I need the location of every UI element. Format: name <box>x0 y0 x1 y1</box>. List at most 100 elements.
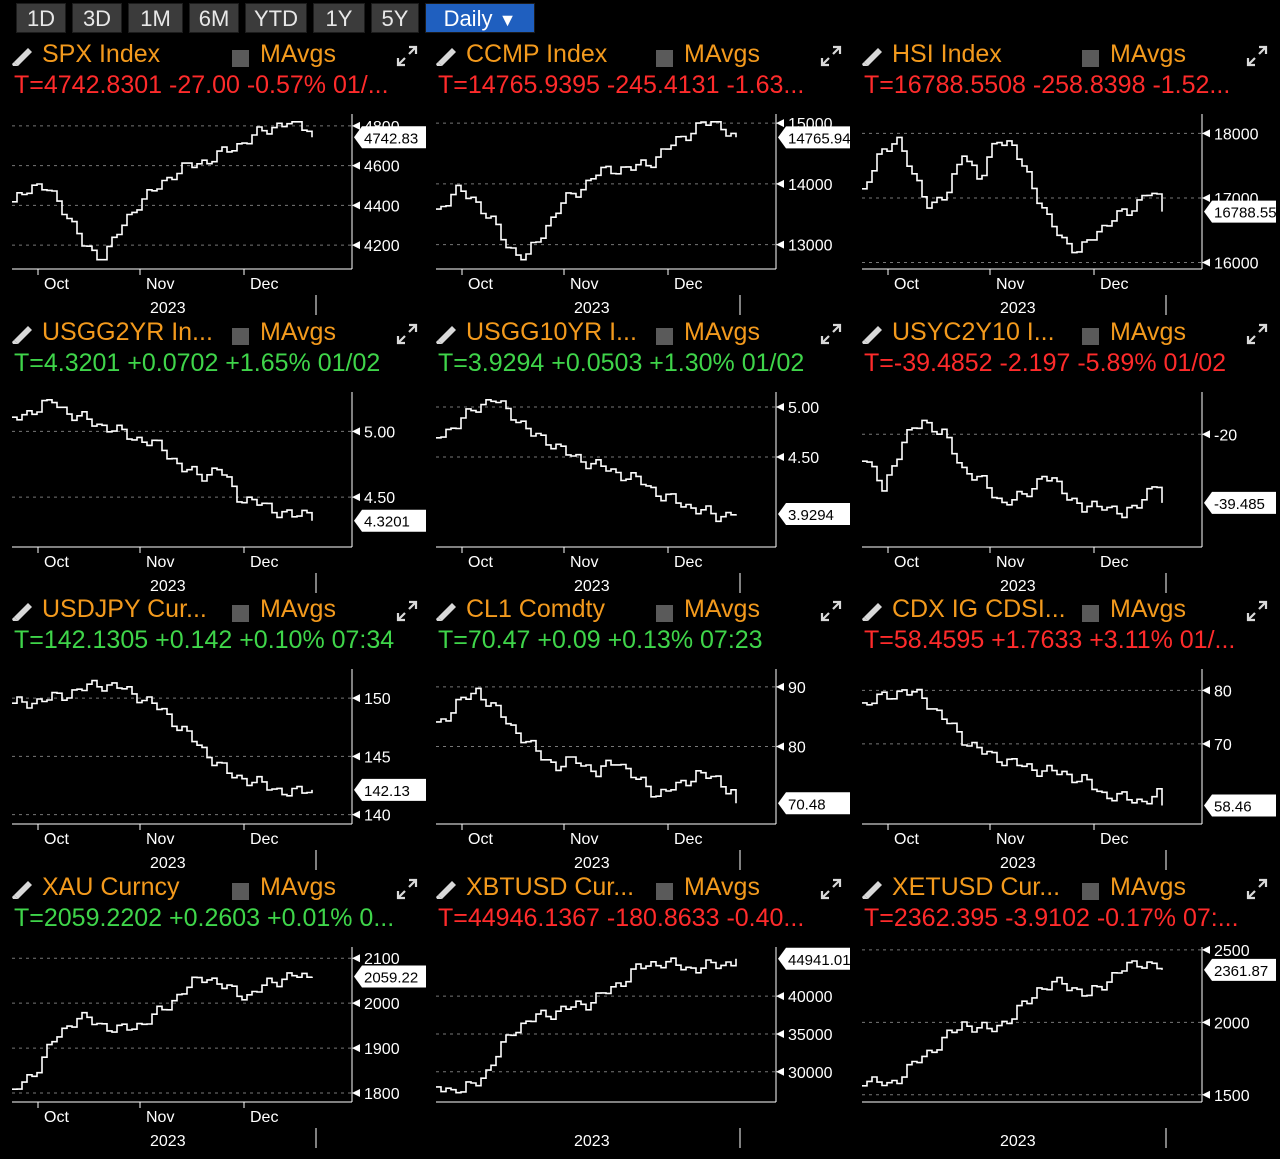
price-chart[interactable]: 40000 35000 30000 44941.01 2023 <box>424 939 850 1149</box>
security-title[interactable]: XAU Curncy <box>42 873 180 901</box>
y-tick-marker <box>1202 1018 1210 1027</box>
pencil-icon[interactable] <box>860 877 886 899</box>
mavgs-label[interactable]: MAvgs <box>684 873 760 901</box>
mavgs-checkbox[interactable] <box>656 883 673 900</box>
period-button-ytd[interactable]: YTD <box>245 3 307 33</box>
y-tick-marker <box>1202 945 1210 954</box>
mavgs-label[interactable]: MAvgs <box>260 40 336 68</box>
last-value-label: 58.46 <box>1214 799 1252 816</box>
price-chart[interactable]: -20 -39.485 Oct Nov Dec 2023 <box>850 384 1276 594</box>
expand-icon[interactable] <box>395 322 419 346</box>
mavgs-label[interactable]: MAvgs <box>260 595 336 623</box>
mavgs-checkbox[interactable] <box>1082 605 1099 622</box>
mavgs-label[interactable]: MAvgs <box>684 40 760 68</box>
security-title[interactable]: CL1 Comdty <box>466 595 605 623</box>
price-series <box>862 419 1163 519</box>
mavgs-checkbox[interactable] <box>1082 328 1099 345</box>
price-chart[interactable]: 2500 2000 1500 2361.87 2023 <box>850 939 1276 1149</box>
mavgs-checkbox[interactable] <box>656 605 673 622</box>
price-chart[interactable]: 5.00 4.50 4.3201 Oct Nov Dec 2023 <box>0 384 426 594</box>
expand-icon[interactable] <box>819 44 843 68</box>
security-title[interactable]: CCMP Index <box>466 40 608 68</box>
mavgs-label[interactable]: MAvgs <box>260 873 336 901</box>
y-tick-marker <box>1202 739 1210 748</box>
pencil-icon[interactable] <box>434 44 460 66</box>
pencil-icon[interactable] <box>10 599 36 621</box>
mavgs-checkbox[interactable] <box>1082 883 1099 900</box>
pencil-icon[interactable] <box>10 44 36 66</box>
year-label: 2023 <box>574 1133 610 1149</box>
security-title[interactable]: SPX Index <box>42 40 161 68</box>
pencil-icon[interactable] <box>10 877 36 899</box>
y-tick-marker <box>352 241 360 250</box>
pencil-icon[interactable] <box>434 599 460 621</box>
security-title[interactable]: USGG10YR I... <box>466 318 637 346</box>
mavgs-label[interactable]: MAvgs <box>1110 40 1186 68</box>
x-tick-label: Oct <box>44 1109 69 1126</box>
x-tick-label: Nov <box>996 276 1024 293</box>
mavgs-checkbox[interactable] <box>656 50 673 67</box>
mavgs-label[interactable]: MAvgs <box>684 595 760 623</box>
y-tick-label: 70 <box>1214 737 1232 754</box>
y-tick-marker <box>1202 193 1210 202</box>
last-value-label: 3.9294 <box>788 507 834 524</box>
pencil-icon[interactable] <box>860 44 886 66</box>
mavgs-checkbox[interactable] <box>232 328 249 345</box>
year-label: 2023 <box>1000 855 1036 871</box>
security-title[interactable]: USDJPY Cur... <box>42 595 207 623</box>
security-title[interactable]: CDX IG CDSI... <box>892 595 1066 623</box>
price-chart[interactable]: 90 80 70.48 Oct Nov Dec 2023 <box>424 661 850 871</box>
mavgs-label[interactable]: MAvgs <box>1110 318 1186 346</box>
mavgs-label[interactable]: MAvgs <box>260 318 336 346</box>
pencil-icon[interactable] <box>434 322 460 344</box>
year-label: 2023 <box>1000 1133 1036 1149</box>
security-title[interactable]: USGG2YR In... <box>42 318 213 346</box>
price-chart[interactable]: 80 70 58.46 Oct Nov Dec 2023 <box>850 661 1276 871</box>
y-tick-label: 5.00 <box>364 424 395 441</box>
period-dropdown-daily[interactable]: Daily ▼ <box>425 3 535 33</box>
mavgs-label[interactable]: MAvgs <box>684 318 760 346</box>
mavgs-checkbox[interactable] <box>232 883 249 900</box>
price-chart[interactable]: 2100 2000 1900 1800 2059.22 Oct Nov Dec 2023 <box>0 939 426 1149</box>
period-button-6m[interactable]: 6M <box>189 3 239 33</box>
expand-icon[interactable] <box>1245 877 1269 901</box>
quote-line: T=2362.395 -3.9102 -0.17% 07:... <box>864 904 1239 932</box>
pencil-icon[interactable] <box>434 877 460 899</box>
security-title[interactable]: USYC2Y10 I... <box>892 318 1055 346</box>
period-button-1y[interactable]: 1Y <box>313 3 365 33</box>
pencil-icon[interactable] <box>10 322 36 344</box>
mavgs-checkbox[interactable] <box>656 328 673 345</box>
mavgs-label[interactable]: MAvgs <box>1110 873 1186 901</box>
security-title[interactable]: XBTUSD Cur... <box>466 873 635 901</box>
expand-icon[interactable] <box>395 877 419 901</box>
expand-icon[interactable] <box>395 599 419 623</box>
expand-icon[interactable] <box>819 322 843 346</box>
pencil-icon[interactable] <box>860 322 886 344</box>
pencil-icon[interactable] <box>860 599 886 621</box>
price-chart[interactable]: 150 145 140 142.13 Oct Nov Dec 2023 <box>0 661 426 871</box>
expand-icon[interactable] <box>395 44 419 68</box>
period-button-5y[interactable]: 5Y <box>371 3 419 33</box>
y-tick-label: 80 <box>788 740 806 757</box>
expand-icon[interactable] <box>819 877 843 901</box>
expand-icon[interactable] <box>1245 322 1269 346</box>
period-button-1d[interactable]: 1D <box>16 3 66 33</box>
security-title[interactable]: XETUSD Cur... <box>892 873 1061 901</box>
period-button-1m[interactable]: 1M <box>128 3 183 33</box>
mavgs-label[interactable]: MAvgs <box>1110 595 1186 623</box>
price-series <box>12 679 313 797</box>
expand-icon[interactable] <box>1245 599 1269 623</box>
mavgs-checkbox[interactable] <box>232 605 249 622</box>
mavgs-checkbox[interactable] <box>232 50 249 67</box>
security-title[interactable]: HSI Index <box>892 40 1002 68</box>
mavgs-checkbox[interactable] <box>1082 50 1099 67</box>
expand-icon[interactable] <box>819 599 843 623</box>
expand-icon[interactable] <box>1245 44 1269 68</box>
y-tick-label: 2100 <box>364 951 400 968</box>
year-label: 2023 <box>150 578 186 594</box>
period-button-3d[interactable]: 3D <box>72 3 122 33</box>
price-chart[interactable]: 5.00 4.50 3.9294 Oct Nov Dec 2023 <box>424 384 850 594</box>
